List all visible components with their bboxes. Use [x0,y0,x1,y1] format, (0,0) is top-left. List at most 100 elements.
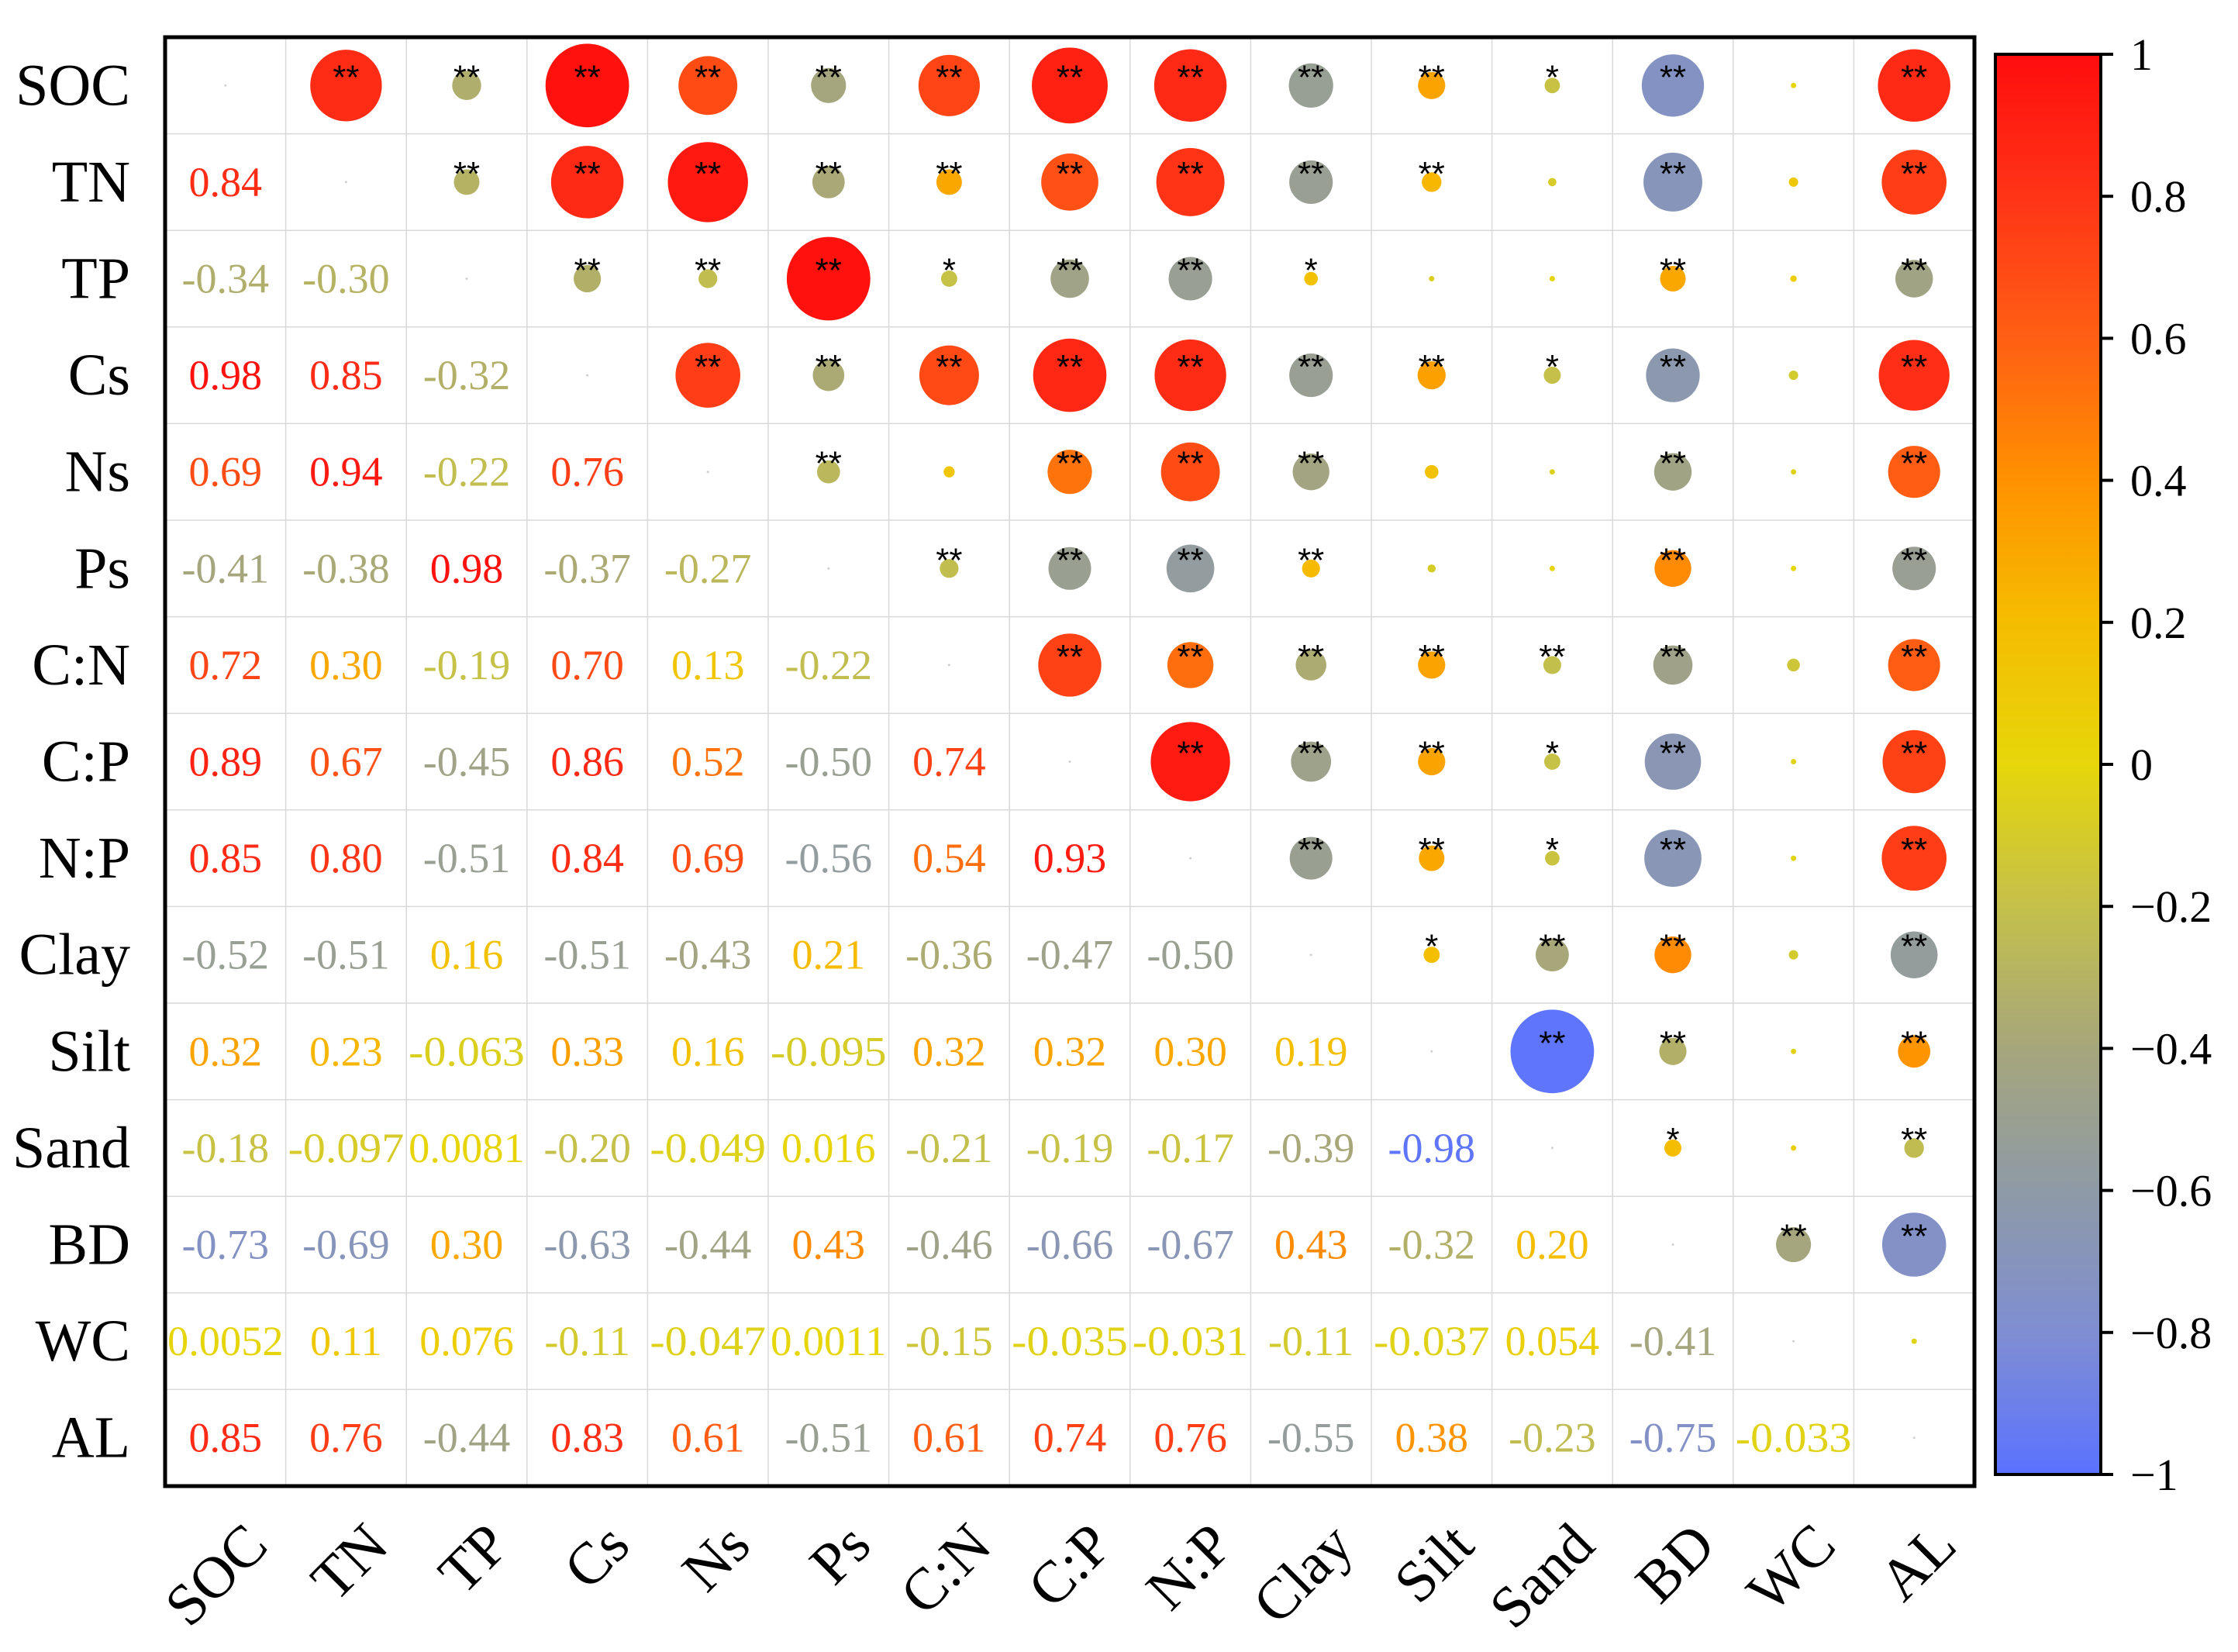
correlation-circle [1660,266,1686,291]
significance-marker: ** [574,155,600,193]
correlation-circle [545,43,629,128]
significance-marker: ** [1539,928,1565,966]
significance-marker: ** [1177,638,1203,676]
correlation-circle [1156,147,1225,216]
row-label: WC [36,1309,130,1374]
correlation-value: 0.89 [189,739,263,785]
diagonal-dot [344,181,347,184]
significance-marker: * [1546,58,1559,96]
column-label: BD [1623,1512,1727,1616]
correlation-value: 0.38 [1395,1415,1469,1461]
diagonal-dot [1189,857,1192,860]
correlation-value: 0.74 [912,739,986,785]
colorbar-tick-label: 0.8 [2130,171,2187,222]
correlation-value: -0.031 [1133,1318,1249,1364]
diagonal-dot [1550,1147,1553,1150]
colorbar: 1 0.8 0.6 0.4 0.2 0 −0.2 −0.4 −0.6 −0.8 −1 [1994,29,2212,1500]
correlation-circle [1429,276,1435,281]
correlation-circle [1168,257,1212,301]
correlation-circle [678,56,738,116]
correlation-value: -0.049 [650,1125,766,1171]
correlation-value: 0.054 [1505,1318,1600,1364]
column-label: SOC [153,1512,280,1639]
correlation-circle [1653,645,1693,685]
correlation-value: -0.035 [1012,1318,1128,1364]
row-label: C:P [42,729,130,795]
colorbar-tick-label: 0 [2130,740,2153,790]
correlation-circle [786,236,871,321]
row-label: Ps [74,536,130,601]
diagonal-dot [827,567,830,570]
correlation-value: 0.85 [189,1415,263,1461]
significance-marker: ** [1419,58,1445,96]
column-label: WC [1735,1512,1848,1625]
correlation-circle [1787,658,1800,672]
significance-marker: ** [816,445,842,483]
diagonal-dot [1671,1243,1674,1246]
correlation-value: 0.76 [550,449,624,495]
significance-marker: ** [1419,348,1445,386]
correlation-value: 0.69 [189,449,263,495]
correlation-value: -0.36 [905,932,992,978]
significance-marker: ** [453,58,480,96]
correlation-circle [1791,855,1797,861]
significance-marker: ** [1901,831,1927,869]
correlation-value: -0.50 [785,739,872,785]
significance-marker: ** [1057,155,1083,193]
correlation-circle [1888,446,1940,498]
correlation-value: 0.23 [309,1028,383,1074]
correlation-circle [1881,150,1947,215]
correlation-circle [1154,339,1226,412]
correlation-value: 0.19 [1274,1028,1348,1074]
correlation-circle [1791,1145,1797,1151]
correlation-value: 0.20 [1516,1222,1589,1268]
correlation-value: -0.46 [905,1222,992,1268]
correlation-circle [1289,160,1333,204]
significance-marker: ** [1901,155,1927,193]
correlation-value: -0.063 [409,1028,525,1074]
correlation-value: -0.22 [423,449,510,495]
correlation-value: -0.45 [423,739,510,785]
diagonal-dot [706,471,709,474]
correlation-value: 0.11 [310,1318,382,1364]
row-label: TN [52,150,130,215]
significance-marker: ** [1901,638,1927,676]
correlation-value: -0.11 [544,1318,629,1364]
correlation-value: 0.94 [309,449,383,495]
correlation-circle [550,146,624,219]
row-label: C:N [32,633,130,698]
significance-marker: ** [1177,348,1203,386]
colorbar-tick-label: −1 [2130,1450,2178,1500]
column-label: Silt [1382,1512,1486,1616]
correlation-value: -0.15 [905,1318,992,1364]
row-label: Silt [48,1019,130,1084]
significance-marker: ** [1660,58,1686,96]
correlation-circle [1549,469,1555,475]
correlation-value: -0.69 [302,1222,389,1268]
colorbar-tick-label: −0.6 [2130,1166,2212,1216]
correlation-circle [1167,642,1214,688]
correlation-value: -0.047 [650,1318,766,1364]
correlation-value: -0.41 [1629,1318,1716,1364]
row-labels: SOC TN TP Cs Ns Ps C:N C:P N:P Clay Silt Sand BD WC AL [12,53,130,1470]
significance-marker: ** [1901,348,1927,386]
correlation-circle [1047,450,1092,495]
correlation-circle [1653,453,1692,491]
colorbar-tick-label: 0.4 [2130,456,2187,506]
significance-marker: ** [816,155,842,193]
correlation-circle [1033,338,1107,412]
correlation-value: -0.63 [543,1222,630,1268]
correlation-value: -0.44 [664,1222,751,1268]
correlation-value: -0.47 [1026,932,1113,978]
correlation-value: 0.43 [792,1222,866,1268]
column-label: AL [1867,1512,1968,1613]
correlation-value: -0.52 [182,932,269,978]
correlation-value: -0.43 [664,932,751,978]
correlation-circle [1791,82,1797,88]
correlation-circle [1791,469,1797,475]
significance-marker: * [1546,348,1559,386]
matrix-frame [163,35,1977,1488]
correlation-circle [1788,177,1798,187]
colorbar-tick-label: 1 [2130,29,2153,80]
significance-marker: ** [1057,58,1083,96]
